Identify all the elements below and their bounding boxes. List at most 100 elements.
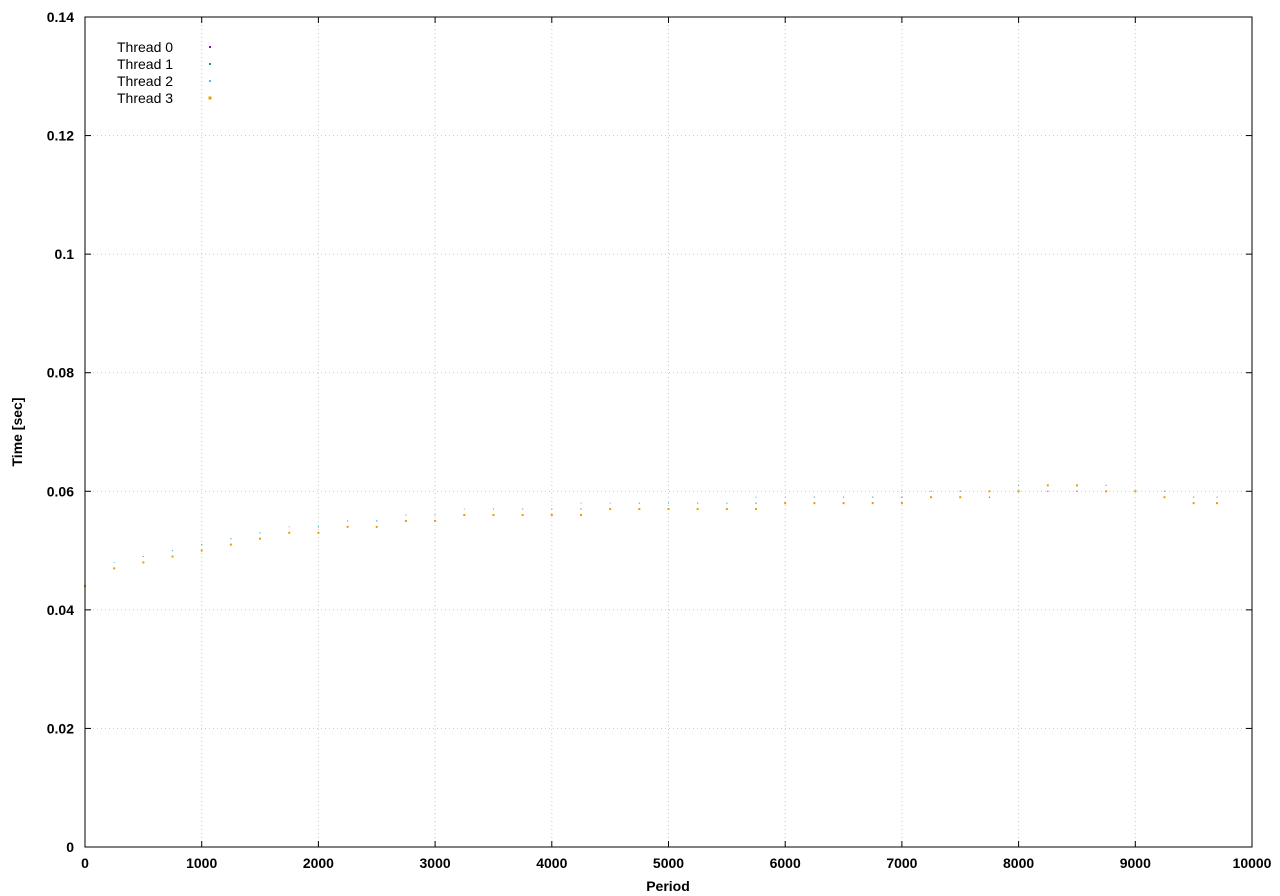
data-point [230, 538, 232, 540]
data-point [959, 496, 962, 499]
x-tick-label: 0 [81, 855, 89, 871]
data-point [1105, 490, 1108, 493]
legend-marker [209, 63, 211, 65]
data-point [142, 556, 144, 557]
data-point [930, 496, 933, 499]
data-point [1017, 490, 1020, 493]
data-point [434, 514, 436, 516]
data-point [1215, 502, 1218, 505]
data-point [609, 508, 612, 511]
data-point [229, 543, 232, 546]
data-point [959, 490, 961, 492]
y-tick-label: 0.04 [47, 602, 74, 618]
x-tick-label: 1000 [186, 855, 217, 871]
data-point [784, 496, 786, 498]
data-point [376, 520, 378, 522]
data-point [726, 502, 728, 504]
legend-label: Thread 1 [117, 56, 173, 72]
y-tick-label: 0.14 [47, 9, 74, 25]
grid [85, 17, 1252, 847]
y-tick-label: 0.12 [47, 128, 74, 144]
data-point [113, 567, 116, 570]
data-point [842, 502, 845, 505]
data-point [259, 537, 262, 540]
data-point [550, 514, 553, 516]
data-point [1047, 490, 1049, 492]
data-point [1216, 496, 1218, 498]
data-point [813, 502, 816, 505]
data-point [1193, 496, 1195, 498]
data-point [492, 508, 494, 510]
data-point [697, 502, 699, 504]
x-tick-label: 5000 [653, 855, 684, 871]
data-point [463, 514, 466, 516]
data-point [667, 508, 670, 511]
data-point [200, 549, 203, 552]
data-point [668, 502, 669, 504]
data-point [201, 544, 203, 546]
data-point [1046, 484, 1049, 487]
data-point [901, 490, 903, 492]
data-point [1134, 490, 1137, 493]
data-point [288, 526, 290, 528]
data-point [375, 525, 378, 528]
data-point [347, 520, 349, 522]
data-point [259, 532, 261, 534]
data-point [930, 490, 932, 492]
data-point [755, 508, 758, 511]
series-0 [84, 490, 1218, 587]
data-point [405, 514, 407, 516]
x-tick-label: 3000 [420, 855, 451, 871]
x-tick-label: 4000 [536, 855, 567, 871]
data-point [988, 496, 990, 498]
x-axis-title: Period [646, 878, 690, 894]
x-tick-label: 9000 [1120, 855, 1151, 871]
data-point [579, 514, 582, 516]
data-point [172, 550, 174, 552]
data-point [463, 508, 465, 510]
axis-ticks [84, 16, 1253, 848]
data-point [522, 508, 524, 510]
data-point [551, 508, 553, 510]
data-point [404, 519, 407, 522]
data-point [901, 496, 903, 498]
data-point [755, 502, 757, 504]
legend-label: Thread 2 [117, 73, 173, 89]
series-3 [84, 484, 1218, 588]
y-tick-label: 0.08 [47, 365, 74, 381]
y-tick-label: 0.06 [47, 483, 74, 499]
data-point [725, 508, 728, 511]
y-tick-labels: 0 0.02 0.04 0.06 0.08 0.1 0.12 0.14 [47, 9, 74, 855]
data-point [843, 496, 845, 498]
data-point [1075, 484, 1078, 487]
data-point [288, 531, 291, 534]
data-point [142, 561, 145, 564]
data-point [434, 519, 437, 522]
data-points [84, 484, 1218, 588]
data-point [988, 490, 991, 493]
data-point [346, 525, 349, 528]
data-point [1163, 490, 1165, 492]
data-point [871, 502, 874, 505]
data-point [580, 502, 582, 504]
data-point [317, 531, 320, 534]
data-point [171, 555, 174, 558]
data-point [1076, 490, 1078, 492]
x-tick-label: 7000 [886, 855, 917, 871]
data-point [813, 496, 815, 498]
x-tick-labels: 0 1000 2000 3000 4000 5000 6000 7000 8000 9000 100… [81, 855, 1272, 871]
data-point [580, 508, 582, 510]
data-point [1105, 484, 1107, 486]
legend-label: Thread 0 [117, 39, 173, 55]
y-tick-label: 0.1 [55, 246, 75, 262]
data-point [492, 514, 495, 516]
data-point [521, 514, 524, 516]
legend-marker [209, 80, 211, 82]
data-point [1192, 502, 1195, 505]
legend-marker [209, 46, 211, 48]
data-point [784, 502, 787, 505]
y-tick-label: 0 [66, 839, 74, 855]
series-2 [84, 484, 1218, 581]
data-point [113, 561, 115, 563]
series-1 [84, 484, 1218, 581]
